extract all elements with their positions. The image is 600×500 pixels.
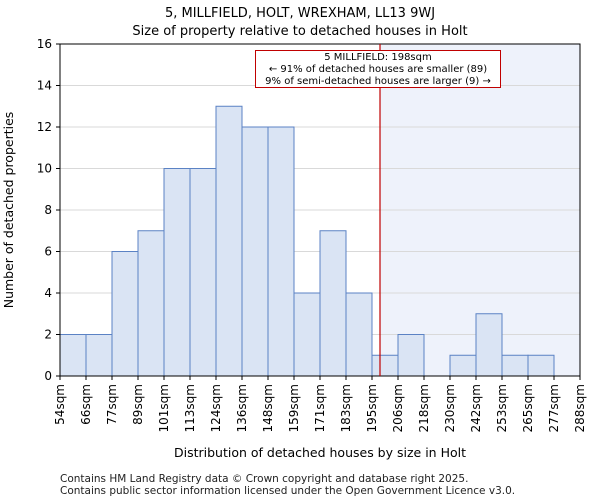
y-tick-label: 10 [37, 162, 52, 176]
x-tick-label: 66sqm [79, 384, 93, 425]
y-axis-label: Number of detached properties [1, 112, 16, 309]
histogram-bar [345, 292, 373, 377]
x-tick-label: 101sqm [157, 384, 171, 432]
x-tick-label: 277sqm [547, 384, 561, 432]
x-tick-label: 265sqm [521, 384, 535, 432]
footer-licence: Contains public sector information licen… [60, 485, 516, 497]
x-axis-label: Distribution of detached houses by size … [174, 445, 466, 460]
x-tick-label: 136sqm [235, 384, 249, 432]
y-tick-label: 16 [37, 37, 52, 51]
histogram-bar [267, 126, 295, 377]
x-tick-label: 242sqm [469, 384, 483, 432]
histogram-bar [189, 168, 217, 377]
x-tick-label: 230sqm [443, 384, 457, 432]
x-tick-label: 89sqm [131, 384, 145, 425]
x-tick-label: 253sqm [495, 384, 509, 432]
x-tick-label: 206sqm [391, 384, 405, 432]
x-tick-label: 183sqm [339, 384, 353, 432]
histogram-bar [111, 251, 139, 377]
histogram-bar [137, 230, 165, 377]
histogram-bar [475, 313, 503, 377]
histogram-bar [527, 354, 555, 377]
histogram-bar [163, 168, 191, 377]
histogram-bar [293, 292, 321, 377]
footer-copyright: Contains HM Land Registry data © Crown c… [60, 473, 469, 485]
histogram-bar [449, 354, 477, 377]
x-tick-label: 159sqm [287, 384, 301, 432]
chart-title-address: 5, MILLFIELD, HOLT, WREXHAM, LL13 9WJ [164, 6, 436, 21]
annotation-box: 5 MILLFIELD: 198sqm ← 91% of detached ho… [255, 50, 501, 88]
x-tick-label: 124sqm [209, 384, 223, 432]
histogram-bar [371, 354, 399, 377]
y-tick-label: 2 [44, 328, 52, 342]
histogram-bar [501, 354, 529, 377]
histogram-bar [215, 105, 243, 377]
y-tick-label: 12 [37, 120, 52, 134]
histogram-bar [241, 126, 269, 377]
x-tick-label: 171sqm [313, 384, 327, 432]
histogram-bar [397, 334, 425, 377]
x-tick-label: 218sqm [417, 384, 431, 432]
histogram-bar [85, 334, 113, 377]
annotation-line-3: 9% of semi-detached houses are larger (9… [265, 76, 491, 87]
y-tick-label: 4 [44, 286, 52, 300]
y-tick-label: 6 [44, 245, 52, 259]
x-tick-label: 77sqm [105, 384, 119, 425]
y-tick-label: 0 [44, 369, 52, 383]
chart-subtitle: Size of property relative to detached ho… [132, 24, 468, 39]
x-tick-label: 148sqm [261, 384, 275, 432]
y-tick-label: 14 [37, 79, 52, 93]
annotation-line-1: 5 MILLFIELD: 198sqm [324, 52, 432, 63]
x-tick-label: 54sqm [53, 384, 67, 425]
annotation-line-2: ← 91% of detached houses are smaller (89… [268, 64, 488, 75]
x-tick-label: 288sqm [573, 384, 587, 432]
x-tick-label: 195sqm [365, 384, 379, 432]
histogram-bar [319, 230, 347, 377]
y-tick-label: 8 [44, 203, 52, 217]
x-tick-label: 113sqm [183, 384, 197, 432]
histogram-bar [59, 334, 87, 377]
